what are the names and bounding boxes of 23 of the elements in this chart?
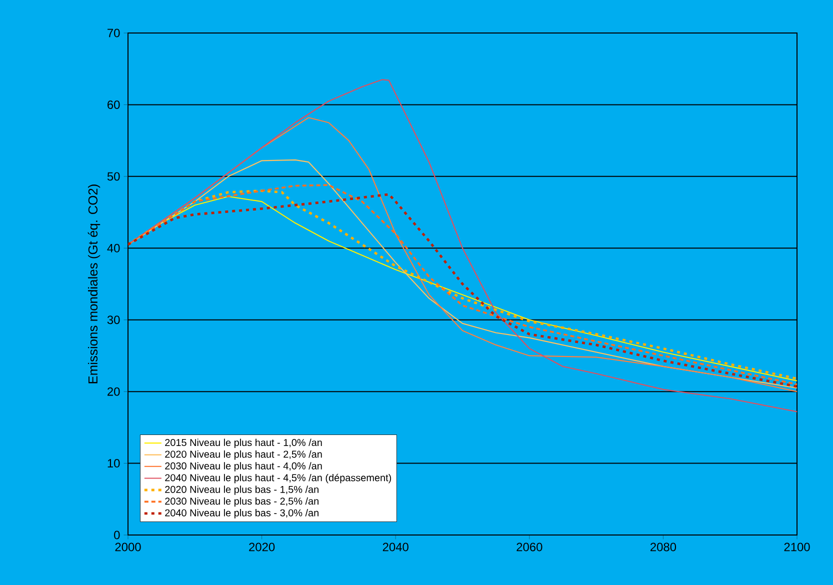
legend-label: 2030 Niveau le plus haut - 4,0% /an	[165, 462, 322, 472]
y-tick-label: 10	[108, 459, 120, 468]
legend-label: 2020 Niveau le plus haut - 2,5% /an	[165, 450, 322, 460]
legend-label: 2030 Niveau le plus bas - 2,5% /an	[165, 497, 318, 507]
legend-label: 2015 Niveau le plus haut - 1,0% /an	[165, 438, 322, 448]
y-tick-label: 60	[108, 100, 120, 109]
y-tick-label: 0	[114, 530, 120, 540]
x-tick-label: 2100	[784, 542, 810, 552]
x-tick-label: 2000	[115, 542, 141, 552]
x-tick-label: 2040	[382, 542, 408, 552]
legend-label: 2020 Niveau le plus bas - 1,5% /an	[165, 486, 318, 495]
x-tick-label: 2080	[650, 542, 676, 552]
x-tick-label: 2060	[516, 542, 542, 552]
legend-label: 2040 Niveau le plus haut - 4,5% /an (dépassement)	[165, 474, 392, 484]
y-tick-label: 40	[107, 244, 120, 252]
y-tick-label: 70	[108, 28, 120, 38]
x-tick-label: 2020	[249, 542, 275, 552]
y-tick-label: 30	[107, 316, 120, 324]
y-tick-label: 50	[107, 172, 120, 181]
line-series	[128, 79, 798, 412]
y-tick-label: 20	[108, 387, 120, 396]
y-axis-title: Emissions mondiales (Gt éq. CO2)	[88, 184, 100, 384]
legend-label: 2040 Niveau le plus bas - 3,0% /an	[165, 509, 318, 518]
